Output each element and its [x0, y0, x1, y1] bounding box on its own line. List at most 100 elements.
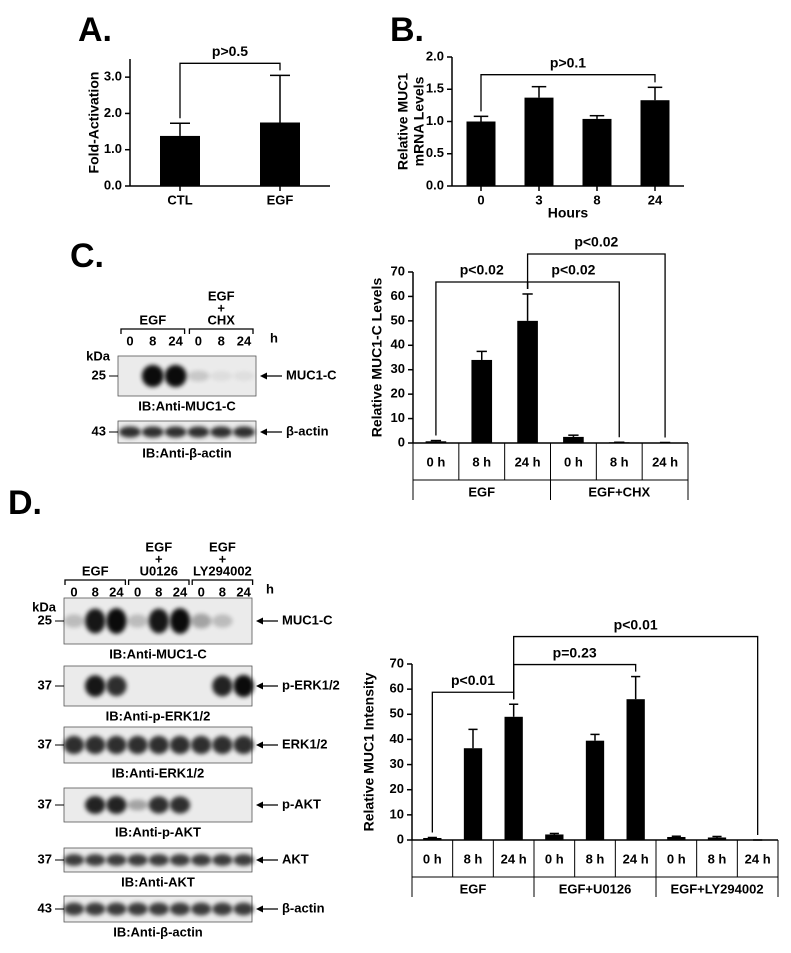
blot-band: [127, 799, 148, 811]
y-tick-label: 1.0: [104, 141, 122, 156]
blot-band: [85, 796, 106, 814]
bar: [423, 837, 442, 840]
blot-band: [148, 735, 169, 755]
blot-band: [187, 370, 210, 382]
blot-band: [85, 902, 106, 916]
annotation: p<0.01: [451, 672, 495, 688]
bar: [640, 100, 670, 186]
lane-label: 0: [198, 584, 205, 599]
annotation: p<0.02: [574, 234, 618, 250]
blot-band: [191, 735, 212, 755]
lane-label: 8: [218, 333, 225, 348]
y-tick-label: 2.0: [104, 105, 122, 120]
blot-band: [212, 675, 233, 697]
antibody-caption: IB:Anti-ERK1/2: [112, 765, 204, 780]
blot-band: [169, 854, 191, 866]
kda-marker: 37: [38, 851, 52, 866]
blot-band: [164, 426, 187, 438]
y-tick-label: 20: [391, 386, 405, 401]
lane-label: 0: [134, 584, 141, 599]
blot-band: [212, 902, 233, 916]
annotation: p>0.1: [550, 54, 586, 70]
treatment-bracket: [64, 579, 127, 585]
treatment-label: +: [217, 300, 225, 315]
kda-marker: 25: [38, 612, 52, 627]
lane-label: 24: [237, 333, 252, 348]
x-tick-label: 24 h: [623, 851, 649, 866]
bar: [466, 121, 496, 186]
x-tick-label: CTL: [167, 192, 192, 207]
blot-band: [187, 426, 210, 438]
blot-band: [148, 608, 169, 634]
y-tick-label: 60: [391, 288, 405, 303]
band-target: MUC1-C: [286, 367, 337, 382]
band-target: β-actin: [282, 900, 325, 915]
y-tick-label: 0.0: [426, 177, 444, 192]
x-tick-label: 8 h: [708, 851, 727, 866]
antibody-caption: IB:Anti-p-AKT: [115, 824, 201, 839]
blot-band: [127, 902, 148, 916]
group-label: EGF: [460, 881, 487, 896]
x-tick-label: 24: [648, 192, 663, 207]
blot-band: [141, 364, 164, 388]
treatment-bracket: [191, 579, 254, 585]
y-tick-label: 30: [391, 361, 405, 376]
y-axis-label: Fold-Activation: [86, 72, 102, 174]
blot-band: [106, 608, 127, 634]
lane-label: 8: [149, 333, 156, 348]
lane-label: 24: [109, 584, 124, 599]
antibody-caption: IB:Anti-p-ERK1/2: [106, 708, 211, 723]
y-tick-label: 40: [391, 337, 405, 352]
hours-unit: h: [266, 581, 274, 596]
blot-band: [233, 854, 254, 866]
arrow-head: [256, 905, 263, 913]
antibody-caption: IB:Anti-AKT: [121, 874, 195, 889]
bar: [626, 699, 645, 840]
x-tick-label: 8: [593, 192, 600, 207]
bar: [425, 441, 447, 443]
y-tick-label: 10: [391, 410, 405, 425]
arrow-head: [260, 428, 267, 436]
blot-band: [106, 735, 127, 755]
blot-band: [106, 902, 127, 916]
panel-label: A.: [78, 11, 112, 49]
antibody-caption: IB:Anti-β-actin: [113, 924, 203, 939]
bar: [517, 320, 538, 443]
blot-band: [169, 608, 191, 634]
blot-band: [106, 675, 127, 697]
x-tick-label: 8 h: [464, 851, 483, 866]
lane-label: 24: [168, 333, 183, 348]
bracket: [526, 281, 620, 438]
blot-band: [85, 608, 106, 634]
band-target: p-AKT: [282, 796, 321, 811]
x-tick-label: 3: [535, 192, 542, 207]
arrow-head: [256, 617, 263, 625]
arrow-head: [256, 682, 263, 690]
blot-band: [233, 735, 254, 755]
blot-band: [85, 854, 106, 866]
group-label: EGF: [468, 484, 495, 499]
arrow-head: [256, 741, 263, 749]
kda-marker: 43: [92, 423, 106, 438]
blot-band: [119, 426, 141, 438]
bar: [582, 118, 612, 186]
treatment-label: EGF: [209, 539, 236, 554]
blot-band: [169, 902, 191, 916]
blot-band: [169, 735, 191, 755]
blot-band: [212, 854, 233, 866]
blot-band: [148, 902, 169, 916]
blot-membrane: [117, 355, 257, 397]
blot-band: [210, 371, 233, 381]
x-tick-label: 0 h: [545, 851, 564, 866]
y-tick-label: 70: [391, 263, 405, 278]
y-tick-label: 0.0: [104, 177, 122, 192]
blot-band: [191, 854, 212, 866]
panel-label: C.: [70, 237, 104, 275]
antibody-caption: IB:Anti-MUC1-C: [109, 646, 207, 661]
treatment-label: EGF: [208, 288, 235, 303]
treatment-label: CHX: [207, 312, 235, 327]
kda-label: kDa: [32, 599, 57, 614]
bar: [260, 122, 300, 186]
blot-band: [85, 675, 106, 697]
kda-marker: 43: [38, 900, 52, 915]
